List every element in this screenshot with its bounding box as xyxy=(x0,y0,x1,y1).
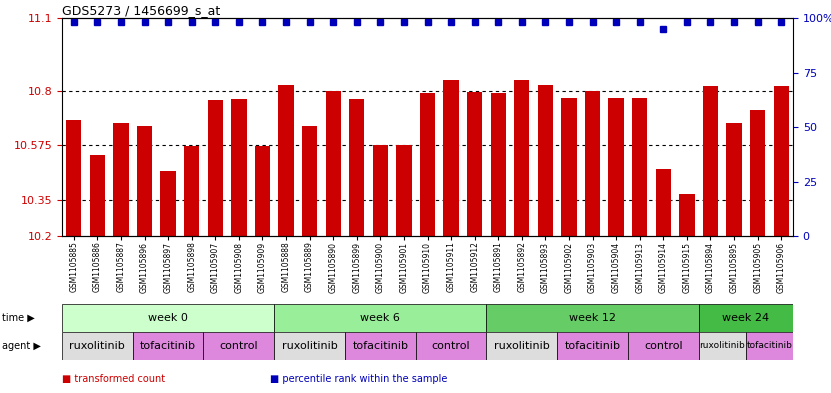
Bar xyxy=(467,92,482,236)
Bar xyxy=(490,93,506,236)
Text: tofacitinib: tofacitinib xyxy=(352,341,408,351)
Text: GDS5273 / 1456699_s_at: GDS5273 / 1456699_s_at xyxy=(62,4,220,17)
Bar xyxy=(703,86,718,236)
Bar xyxy=(750,110,765,236)
Bar xyxy=(746,332,793,360)
Text: tofacitinib: tofacitinib xyxy=(746,342,792,351)
Bar xyxy=(372,145,388,236)
Bar xyxy=(326,91,341,236)
Text: control: control xyxy=(432,341,470,351)
Text: ruxolitinib: ruxolitinib xyxy=(494,341,549,351)
Text: week 6: week 6 xyxy=(361,313,401,323)
Text: control: control xyxy=(644,341,682,351)
Bar xyxy=(62,304,274,332)
Bar xyxy=(204,332,274,360)
Bar xyxy=(699,304,793,332)
Bar xyxy=(561,98,577,236)
Bar xyxy=(231,99,247,236)
Bar xyxy=(444,80,459,236)
Bar xyxy=(113,123,129,236)
Bar xyxy=(632,98,647,236)
Bar xyxy=(486,304,699,332)
Text: time ▶: time ▶ xyxy=(2,313,34,323)
Bar xyxy=(396,145,411,236)
Bar xyxy=(66,120,81,236)
Bar xyxy=(184,146,199,236)
Bar xyxy=(62,332,133,360)
Bar xyxy=(656,169,671,236)
Text: ruxolitinib: ruxolitinib xyxy=(700,342,745,351)
Bar xyxy=(486,332,558,360)
Bar xyxy=(608,98,624,236)
Bar xyxy=(345,332,416,360)
Text: tofacitinib: tofacitinib xyxy=(140,341,196,351)
Text: week 0: week 0 xyxy=(148,313,188,323)
Text: tofacitinib: tofacitinib xyxy=(564,341,621,351)
Text: week 12: week 12 xyxy=(569,313,616,323)
Bar xyxy=(302,126,317,236)
Text: control: control xyxy=(219,341,258,351)
Text: agent ▶: agent ▶ xyxy=(2,341,41,351)
Bar xyxy=(160,171,176,236)
Bar xyxy=(137,126,152,236)
Bar xyxy=(699,332,746,360)
Text: ruxolitinib: ruxolitinib xyxy=(282,341,337,351)
Bar xyxy=(538,84,553,236)
Bar xyxy=(585,91,600,236)
Bar xyxy=(274,332,345,360)
Bar xyxy=(679,194,695,236)
Bar xyxy=(133,332,204,360)
Text: week 24: week 24 xyxy=(722,313,770,323)
Bar xyxy=(726,123,742,236)
Text: ■ percentile rank within the sample: ■ percentile rank within the sample xyxy=(270,374,447,384)
Text: ruxolitinib: ruxolitinib xyxy=(70,341,125,351)
Bar xyxy=(628,332,699,360)
Text: ■ transformed count: ■ transformed count xyxy=(62,374,165,384)
Bar xyxy=(420,93,435,236)
Bar xyxy=(278,84,293,236)
Bar xyxy=(349,99,365,236)
Bar xyxy=(514,80,529,236)
Bar xyxy=(774,86,789,236)
Bar xyxy=(558,332,628,360)
Bar xyxy=(255,146,270,236)
Bar xyxy=(274,304,486,332)
Bar xyxy=(208,100,223,236)
Bar xyxy=(416,332,486,360)
Bar xyxy=(90,155,105,236)
